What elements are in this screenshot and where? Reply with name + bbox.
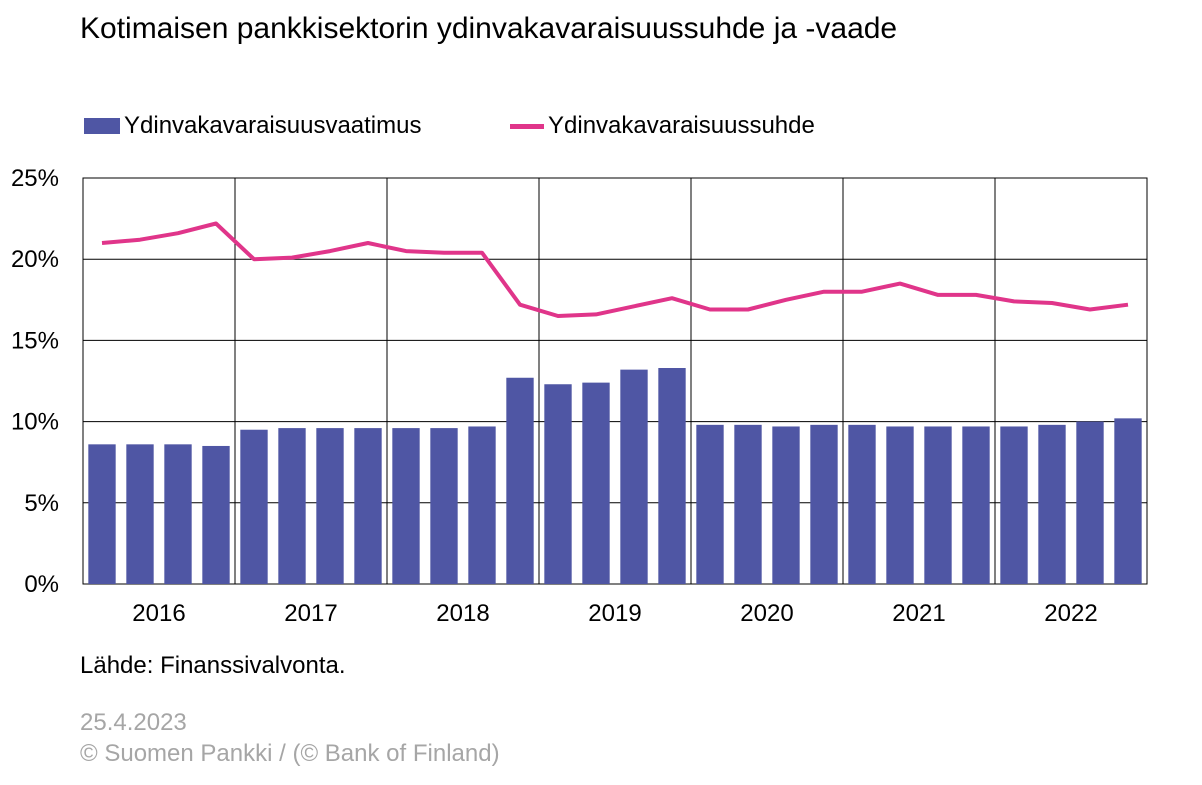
bar <box>924 426 952 584</box>
copyright-note: © Suomen Pankki / (© Bank of Finland) <box>80 740 500 767</box>
y-tick-label: 15% <box>11 327 59 354</box>
bar <box>506 377 534 584</box>
legend-item-requirement: Ydinvakavaraisuusvaatimus <box>84 112 421 140</box>
x-tick-label: 2018 <box>436 600 489 627</box>
bar <box>354 428 382 584</box>
y-tick-label: 10% <box>11 409 59 436</box>
legend-line-swatch <box>510 123 544 129</box>
bar <box>240 429 268 584</box>
chart-title: Kotimaisen pankkisektorin ydinvakavarais… <box>80 12 898 45</box>
x-tick-label: 2022 <box>1044 600 1097 627</box>
bar <box>316 428 344 584</box>
legend-item-ratio: Ydinvakavaraisuussuhde <box>510 112 815 140</box>
bar <box>126 444 154 584</box>
bar <box>164 444 192 584</box>
bar <box>392 428 420 584</box>
bar <box>430 428 458 584</box>
bar <box>962 426 990 584</box>
y-tick-label: 5% <box>24 490 59 517</box>
x-tick-label: 2020 <box>740 600 793 627</box>
bar <box>886 426 914 584</box>
x-tick-label: 2017 <box>284 600 337 627</box>
bar <box>582 382 610 584</box>
series-line <box>101 221 1129 318</box>
legend-label-requirement: Ydinvakavaraisuusvaatimus <box>124 112 422 139</box>
x-tick-label: 2019 <box>588 600 641 627</box>
bar <box>734 424 762 584</box>
bar <box>88 444 116 584</box>
bar <box>202 445 230 584</box>
bar <box>620 369 648 584</box>
bar <box>810 424 838 584</box>
bar <box>468 426 496 584</box>
bar <box>278 428 306 584</box>
y-tick-label: 20% <box>11 246 59 273</box>
y-tick-label: 0% <box>24 571 59 598</box>
legend-bar-swatch <box>84 118 120 134</box>
bar <box>1076 421 1104 584</box>
plot-frame <box>82 177 1148 585</box>
y-tick-label: 25% <box>11 165 59 192</box>
bar <box>1114 418 1142 584</box>
source-note: Lähde: Finanssivalvonta. <box>80 652 346 679</box>
bar <box>696 424 724 584</box>
bar <box>848 424 876 584</box>
bar <box>658 368 686 584</box>
x-tick-label: 2021 <box>892 600 945 627</box>
bar <box>772 426 800 584</box>
x-tick-label: 2016 <box>132 600 185 627</box>
bar <box>1038 424 1066 584</box>
bar <box>544 384 572 584</box>
bar <box>1000 426 1028 584</box>
date-note: 25.4.2023 <box>80 709 187 736</box>
legend-label-ratio: Ydinvakavaraisuussuhde <box>548 112 815 139</box>
